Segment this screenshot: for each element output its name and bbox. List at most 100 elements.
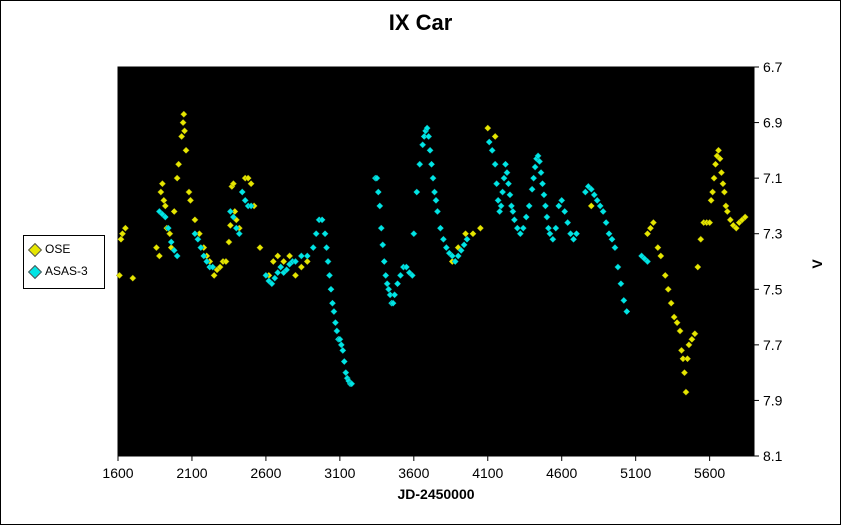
data-point <box>393 280 402 288</box>
data-point <box>561 207 569 216</box>
data-point <box>528 185 536 193</box>
data-point <box>235 230 243 238</box>
data-point <box>161 213 169 221</box>
data-point <box>491 132 499 141</box>
data-point <box>191 230 199 238</box>
data-point <box>442 244 450 252</box>
data-point <box>180 110 188 118</box>
legend: OSE ASAS-3 <box>23 235 105 289</box>
data-point <box>179 119 187 127</box>
data-point <box>322 244 331 252</box>
x-axis: 1600 2100 2600 3100 3600 4100 4600 5100 5600 <box>102 456 725 481</box>
data-point <box>170 207 178 216</box>
data-point <box>336 335 344 343</box>
data-point <box>121 224 129 232</box>
data-point <box>537 169 545 177</box>
data-point <box>303 252 311 260</box>
series-layer <box>115 110 749 396</box>
y-axis: 6.7 6.9 7.1 7.3 7.5 7.7 7.9 8.1 <box>754 59 783 464</box>
data-point <box>380 257 388 266</box>
data-point <box>312 230 320 238</box>
data-point <box>714 146 723 154</box>
data-point <box>599 207 607 216</box>
data-point <box>494 196 502 204</box>
data-point <box>667 299 675 307</box>
data-point <box>723 207 731 216</box>
data-point <box>178 132 186 141</box>
data-point <box>457 246 465 254</box>
data-point <box>552 224 560 232</box>
data-point <box>277 263 285 271</box>
data-point <box>238 188 246 196</box>
data-point <box>587 185 595 193</box>
data-point <box>152 244 161 252</box>
data-point <box>614 263 622 271</box>
data-point <box>321 230 329 238</box>
data-point <box>167 238 175 246</box>
legend-label-asas3: ASAS-3 <box>45 264 88 278</box>
data-point <box>413 188 421 196</box>
data-point <box>303 257 311 266</box>
x-tick-label: 2100 <box>176 465 207 481</box>
data-point <box>226 221 234 229</box>
data-point <box>608 235 616 243</box>
data-point <box>691 330 699 338</box>
data-point <box>501 160 510 168</box>
x-tick-label: 5600 <box>694 465 725 481</box>
data-point <box>229 180 237 188</box>
data-point <box>210 271 218 279</box>
data-point <box>722 202 730 210</box>
data-point <box>181 127 189 135</box>
data-point <box>200 252 208 260</box>
data-point <box>262 271 270 279</box>
data-point <box>333 327 341 335</box>
data-point <box>538 180 547 188</box>
data-point <box>209 263 217 271</box>
legend-label-ose: OSE <box>45 242 71 256</box>
data-point <box>348 380 356 388</box>
data-point <box>166 230 174 238</box>
data-point <box>719 180 727 188</box>
data-point <box>377 224 385 232</box>
data-point <box>160 196 168 204</box>
data-point <box>709 188 717 196</box>
data-point <box>697 235 705 243</box>
x-tick-label: 2600 <box>250 465 281 481</box>
data-point <box>419 141 427 149</box>
y-tick-label: 7.5 <box>763 281 783 297</box>
data-point <box>717 169 726 177</box>
data-point <box>673 319 681 327</box>
data-point <box>297 252 305 260</box>
data-point <box>549 235 557 243</box>
data-point <box>385 285 393 293</box>
data-point <box>426 146 434 154</box>
data-point <box>460 241 468 249</box>
data-point <box>685 341 693 349</box>
x-tick-label: 1600 <box>102 465 133 481</box>
data-point <box>286 252 294 260</box>
legend-swatch-asas3 <box>27 264 43 279</box>
data-point <box>129 274 137 282</box>
data-point <box>232 224 240 232</box>
data-point <box>439 235 447 243</box>
data-point <box>197 244 205 252</box>
data-point <box>506 191 514 199</box>
data-point <box>330 307 338 316</box>
data-point <box>391 291 399 299</box>
data-point <box>572 230 581 238</box>
data-point <box>488 146 496 154</box>
data-point <box>569 235 578 243</box>
data-point <box>222 257 230 266</box>
data-point <box>476 224 484 232</box>
data-point <box>522 213 530 221</box>
data-point <box>244 174 252 182</box>
data-point <box>339 346 347 354</box>
data-point <box>247 202 255 210</box>
data-point <box>654 244 662 252</box>
data-point <box>280 257 288 266</box>
data-point <box>710 174 718 182</box>
data-point <box>720 188 728 196</box>
data-point <box>544 224 552 232</box>
data-point <box>540 191 548 199</box>
series-asas-3 <box>155 124 652 388</box>
